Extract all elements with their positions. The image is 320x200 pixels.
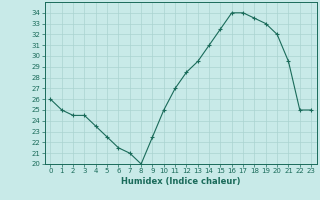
X-axis label: Humidex (Indice chaleur): Humidex (Indice chaleur)	[121, 177, 241, 186]
